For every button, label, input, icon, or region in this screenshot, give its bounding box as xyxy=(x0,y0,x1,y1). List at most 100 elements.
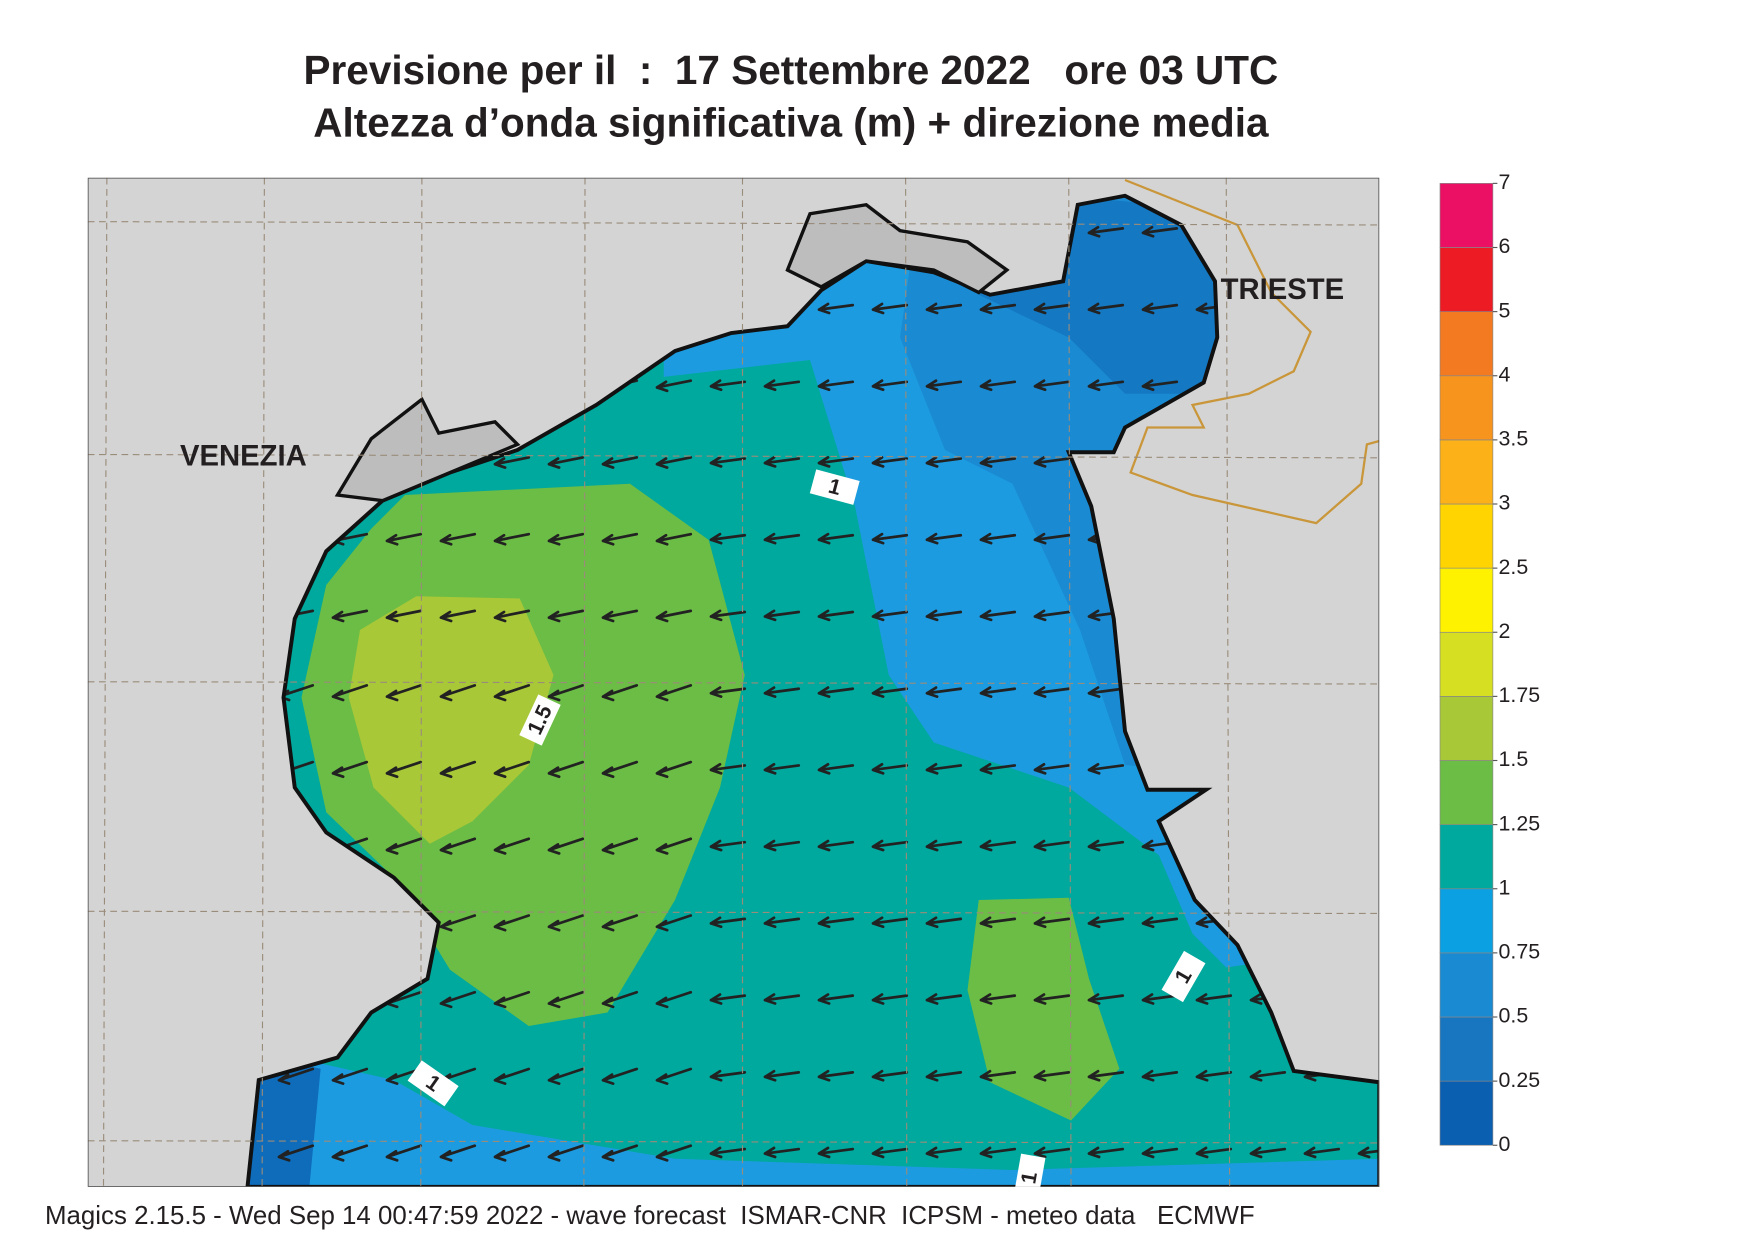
arrow xyxy=(1033,839,1071,852)
colorbar-segment xyxy=(1439,247,1494,312)
arrow xyxy=(709,1069,747,1082)
arrow xyxy=(979,686,1017,698)
arrow xyxy=(1087,1069,1125,1082)
arrow xyxy=(331,609,369,623)
arrow xyxy=(1087,993,1125,1005)
arrow xyxy=(925,302,963,315)
arrow xyxy=(1195,993,1233,1005)
arrow xyxy=(277,1067,315,1085)
arrow xyxy=(925,532,963,545)
arrow xyxy=(547,1067,585,1085)
arrow xyxy=(1033,762,1071,775)
arrow xyxy=(763,456,801,468)
arrow xyxy=(871,302,909,315)
arrow xyxy=(709,762,747,775)
colorbar-segment xyxy=(1439,1016,1494,1082)
arrow xyxy=(817,762,855,775)
arrow xyxy=(331,1067,369,1085)
arrow xyxy=(1087,225,1125,238)
arrow xyxy=(1195,1069,1233,1082)
contour-label-box xyxy=(407,1060,459,1107)
arrow xyxy=(709,993,747,1005)
arrow xyxy=(439,609,477,623)
arrow xyxy=(871,916,909,929)
arrow xyxy=(871,839,909,852)
arrow xyxy=(763,1146,801,1159)
colorbar-segment xyxy=(1439,888,1494,954)
field-075-1 xyxy=(247,1051,1380,1187)
contour-label-box xyxy=(519,694,561,746)
arrow xyxy=(925,456,963,468)
arrow xyxy=(817,379,855,392)
footer: Magics 2.15.5 - Wed Sep 14 00:47:59 2022… xyxy=(45,1202,1255,1230)
colorbar-segment xyxy=(1439,696,1494,761)
arrow xyxy=(1033,379,1071,392)
arrow xyxy=(547,837,585,855)
arrow xyxy=(925,1069,963,1082)
arrow xyxy=(1033,1146,1071,1159)
arrow xyxy=(601,760,639,779)
arrow xyxy=(1141,1069,1179,1082)
arrow xyxy=(709,456,747,468)
arrow xyxy=(655,532,693,546)
arrow xyxy=(817,993,855,1005)
colorbar-segment xyxy=(1439,375,1494,441)
arrow xyxy=(547,760,585,779)
arrow xyxy=(385,837,423,855)
arrow xyxy=(979,1069,1017,1082)
graticule xyxy=(87,177,1380,1187)
colorbar-tick-label: 0 xyxy=(1499,1132,1511,1156)
place-label: TRIESTE xyxy=(1221,274,1345,306)
arrow xyxy=(763,609,801,622)
field-125-15 xyxy=(967,897,1120,1121)
arrow xyxy=(601,684,639,702)
arrow xyxy=(871,609,909,622)
arrow xyxy=(655,760,693,779)
arrow xyxy=(493,760,531,779)
arrow xyxy=(871,379,909,392)
colorbar-segment xyxy=(1439,760,1494,825)
contour-label: 1 xyxy=(809,469,860,505)
arrow xyxy=(817,609,855,622)
colorbar-segment xyxy=(1439,952,1494,1018)
field-025-05 xyxy=(247,1051,321,1187)
arrow xyxy=(655,379,693,393)
arrow xyxy=(1087,302,1125,315)
title: Previsione per il : 17 Settembre 2022 or… xyxy=(304,47,1279,93)
arrow xyxy=(1033,532,1071,545)
border xyxy=(1124,178,1380,525)
arrow xyxy=(1087,762,1125,775)
field-15-175 xyxy=(348,596,554,844)
arrow xyxy=(817,456,855,468)
arrow xyxy=(763,916,801,929)
arrow xyxy=(1033,302,1071,315)
arrow xyxy=(439,532,477,546)
arrow xyxy=(601,914,639,932)
arrow xyxy=(439,837,477,855)
arrow xyxy=(1087,1146,1125,1159)
place-label: VENEZIA xyxy=(180,441,307,473)
contour-label-box xyxy=(809,469,860,505)
arrow xyxy=(1087,379,1125,392)
contour-label: 1 xyxy=(1161,950,1206,1003)
contour-label-box xyxy=(1013,1153,1046,1187)
arrow xyxy=(1195,1146,1233,1159)
arrow xyxy=(331,1144,369,1162)
arrow xyxy=(979,532,1017,545)
arrow xyxy=(763,839,801,852)
arrow xyxy=(871,456,909,468)
arrow xyxy=(1141,993,1179,1005)
colorbar-segment xyxy=(1439,439,1494,505)
arrow xyxy=(655,609,693,623)
arrow xyxy=(1033,686,1071,698)
arrow xyxy=(979,379,1017,392)
arrow xyxy=(925,686,963,698)
arrow xyxy=(979,839,1017,852)
arrow xyxy=(655,1144,693,1162)
arrow xyxy=(979,456,1017,468)
arrow xyxy=(601,532,639,546)
arrow xyxy=(493,1067,531,1085)
arrow xyxy=(871,686,909,698)
arrow xyxy=(1033,993,1071,1005)
